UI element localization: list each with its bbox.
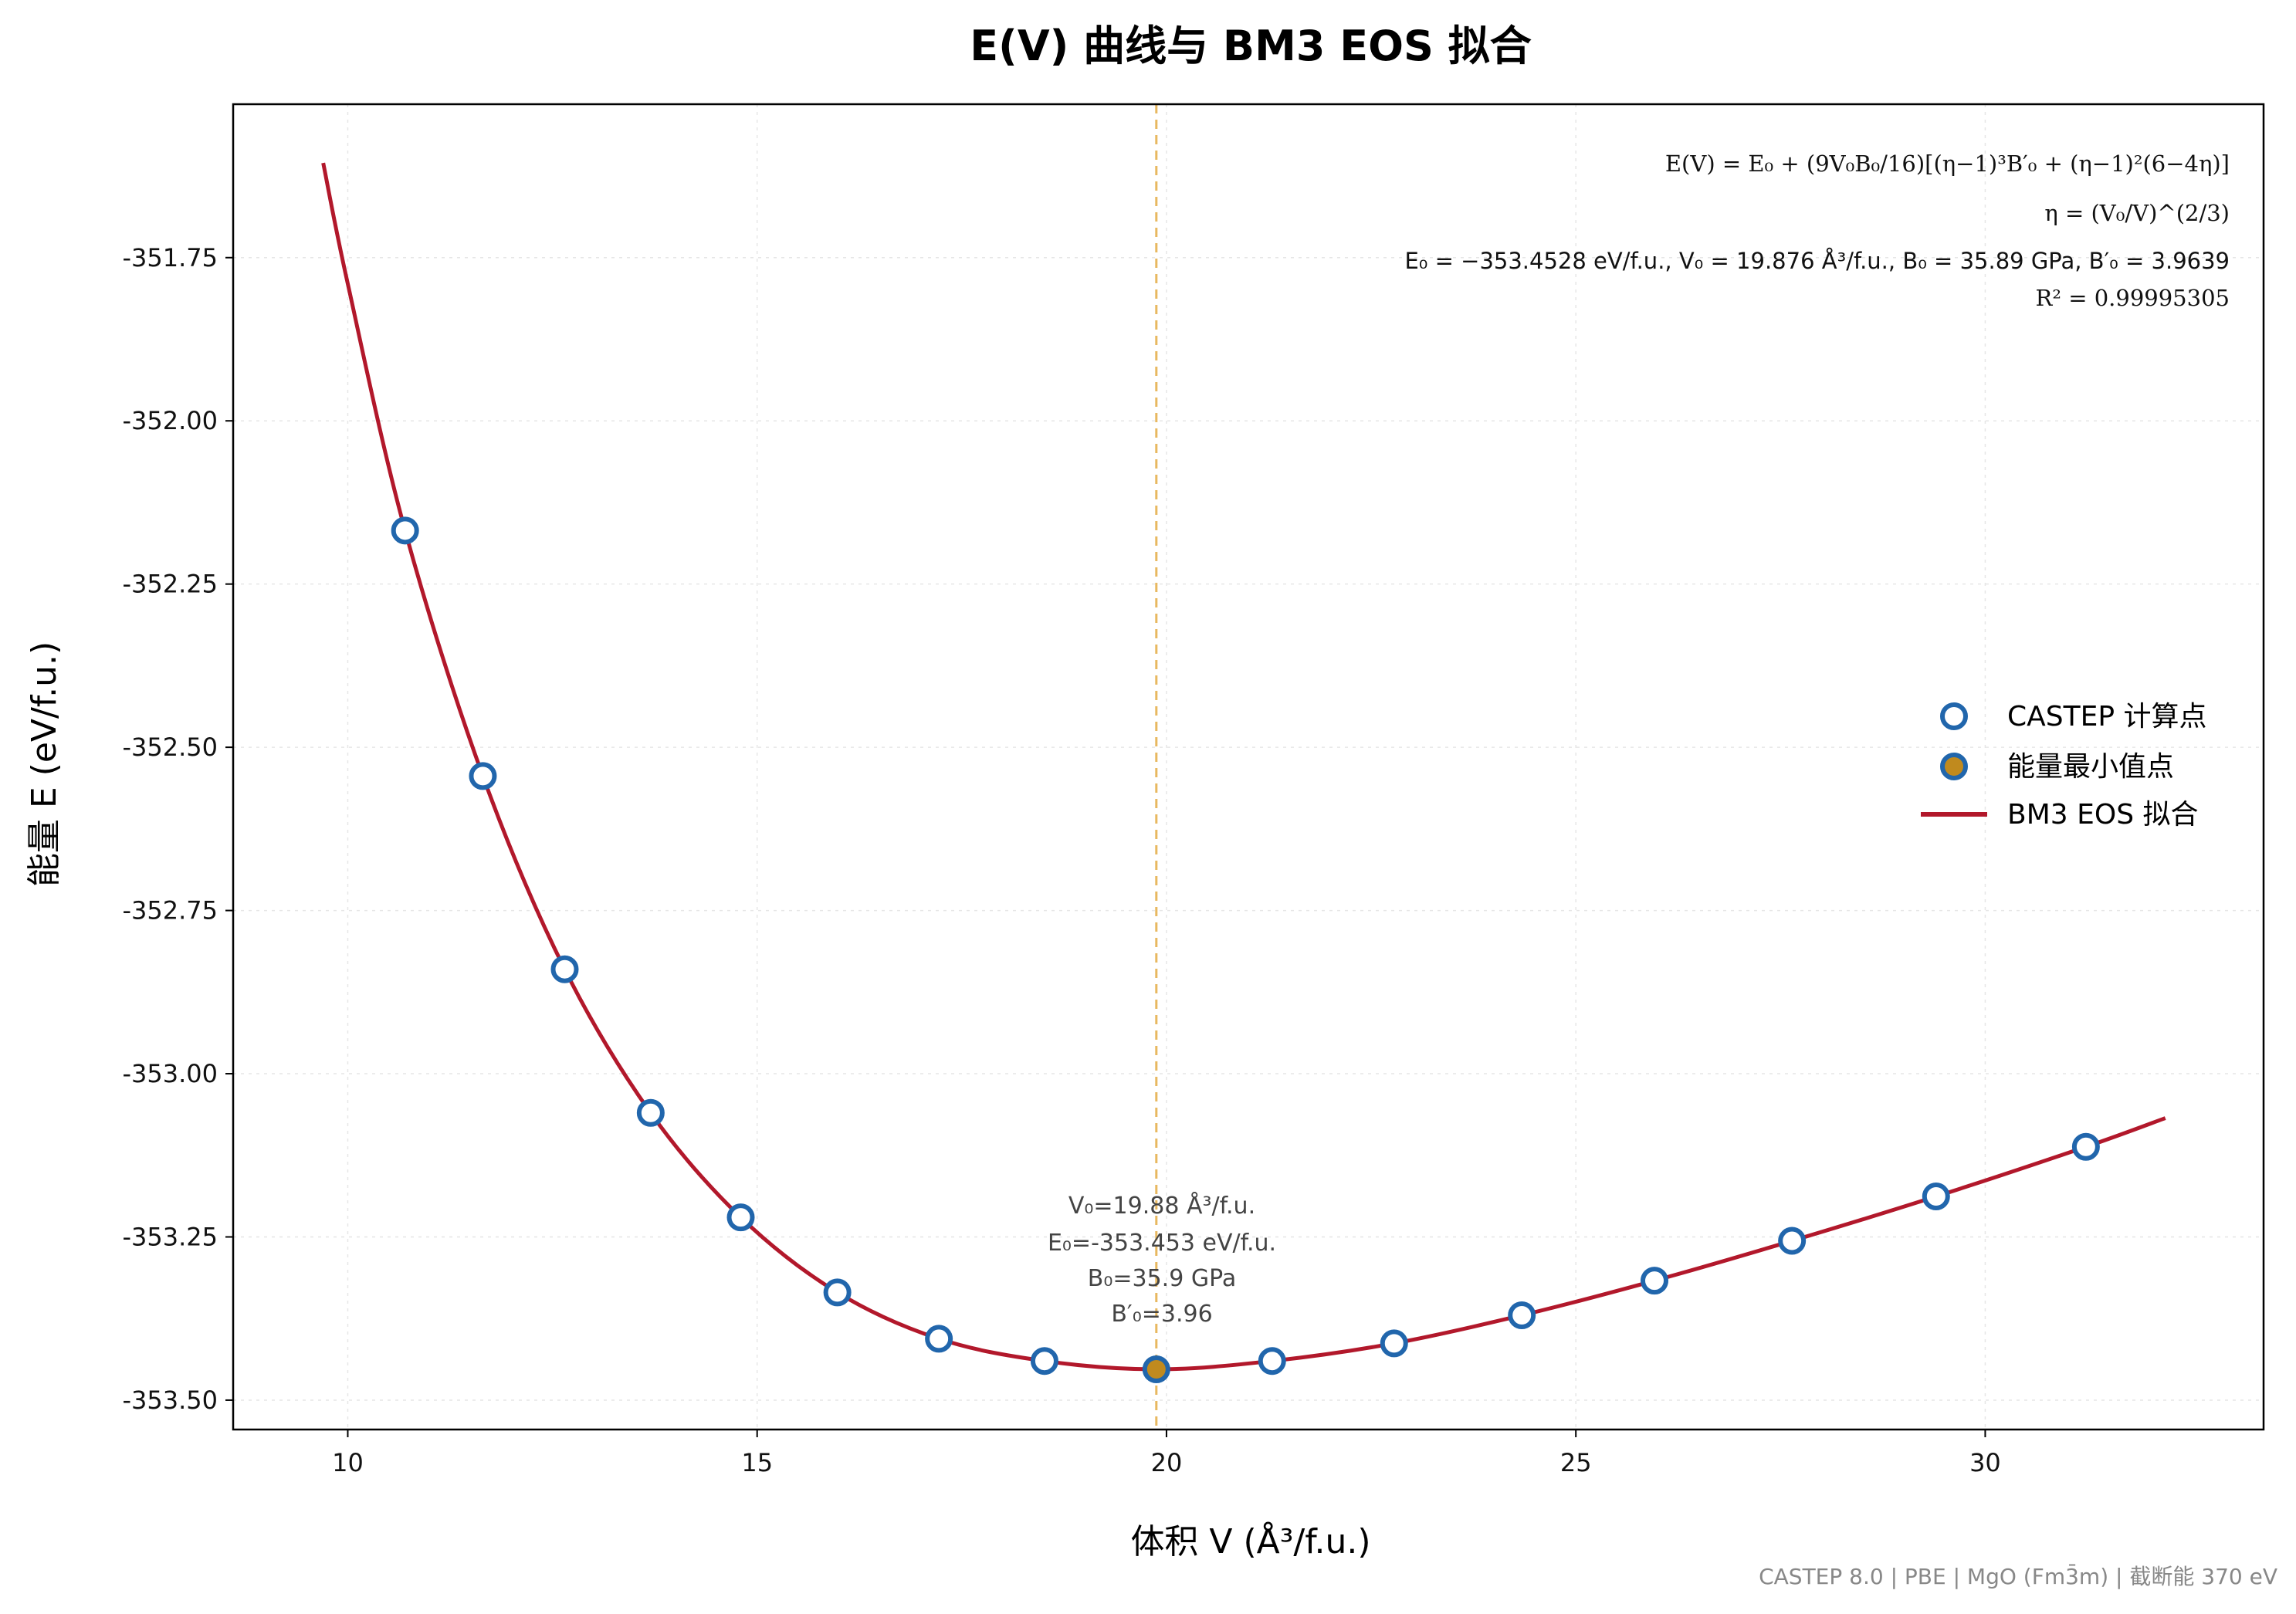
x-tick-label: 30 — [1969, 1448, 2001, 1477]
points-layer — [391, 516, 2100, 1384]
y-axis-ticks: -353.50 -353.25 -353.00 -352.75 -352.50 -352.… — [122, 243, 233, 1415]
data-point — [1778, 1227, 1807, 1255]
fit-eta: η = (V₀/V)^(2/3) — [2044, 200, 2230, 226]
data-point — [391, 516, 419, 545]
fit-r2: R² = 0.99995305 — [2036, 285, 2230, 311]
data-point — [550, 955, 579, 983]
data-point — [1508, 1301, 1536, 1329]
legend-minimum-marker — [1940, 753, 1968, 780]
data-point — [1380, 1329, 1408, 1358]
x-tick-label: 15 — [741, 1448, 773, 1477]
annotation-bprime: B′₀=3.96 — [1111, 1301, 1212, 1328]
legend-points-label: CASTEP 计算点 — [2007, 701, 2207, 733]
legend-minimum-label: 能量最小值点 — [2007, 751, 2174, 783]
fit-curve — [321, 162, 2166, 1372]
x-axis-ticks: 10 15 20 25 30 — [332, 1430, 2001, 1477]
y-tick-label: -352.00 — [122, 406, 218, 435]
x-tick-label: 25 — [1560, 1448, 1592, 1477]
x-tick-label: 20 — [1151, 1448, 1183, 1477]
legend: CASTEP 计算点 能量最小值点 BM3 EOS 拟合 — [1921, 701, 2207, 831]
data-point — [1641, 1267, 1668, 1295]
data-point — [1258, 1347, 1286, 1375]
data-point — [2071, 1132, 2100, 1161]
annotation-b0: B₀=35.9 GPa — [1088, 1265, 1236, 1292]
fit-formula: E(V) = E₀ + (9V₀B₀/16)[(η−1)³B′₀ + (η−1)… — [1665, 151, 2230, 177]
minimum-annotation: V₀=19.88 Å³/f.u. E₀=-353.453 eV/f.u. B₀=… — [1048, 1192, 1276, 1328]
y-tick-label: -353.00 — [122, 1059, 218, 1088]
x-axis-label: 体积 V (Å³/f.u.) — [1130, 1521, 1370, 1562]
x-tick-label: 10 — [332, 1448, 364, 1477]
plot-area-frame — [232, 103, 2265, 1431]
y-tick-label: -353.25 — [122, 1222, 218, 1251]
y-tick-label: -351.75 — [122, 243, 218, 272]
annotation-v0: V₀=19.88 Å³/f.u. — [1068, 1192, 1255, 1220]
y-tick-label: -352.25 — [122, 570, 218, 599]
data-point — [823, 1278, 852, 1307]
legend-fit-label: BM3 EOS 拟合 — [2007, 799, 2198, 831]
y-tick-label: -352.75 — [122, 896, 218, 925]
data-point — [1030, 1347, 1058, 1375]
grid — [233, 104, 2264, 1430]
data-point — [636, 1098, 665, 1127]
chart-title: E(V) 曲线与 BM3 EOS 拟合 — [970, 22, 1531, 70]
data-point — [1922, 1183, 1950, 1211]
fit-formula-box: E(V) = E₀ + (9V₀B₀/16)[(η−1)³B′₀ + (η−1)… — [1404, 151, 2230, 311]
annotation-e0: E₀=-353.453 eV/f.u. — [1048, 1230, 1276, 1257]
y-tick-label: -353.50 — [122, 1386, 218, 1415]
fit-curve-layer — [321, 162, 2166, 1372]
minimum-point — [1142, 1355, 1170, 1384]
footer-note: CASTEP 8.0 | PBE | MgO (Fm3̄m) | 截断能 370… — [1759, 1563, 2277, 1589]
y-axis-label: 能量 E (eV/f.u.) — [25, 641, 64, 887]
y-tick-label: -352.50 — [122, 733, 218, 762]
fit-params: E₀ = −353.4528 eV/f.u., V₀ = 19.876 Å³/f… — [1404, 248, 2230, 274]
data-point — [726, 1203, 755, 1232]
data-point — [925, 1325, 953, 1353]
data-point — [469, 762, 497, 790]
legend-points-marker — [1940, 702, 1968, 730]
